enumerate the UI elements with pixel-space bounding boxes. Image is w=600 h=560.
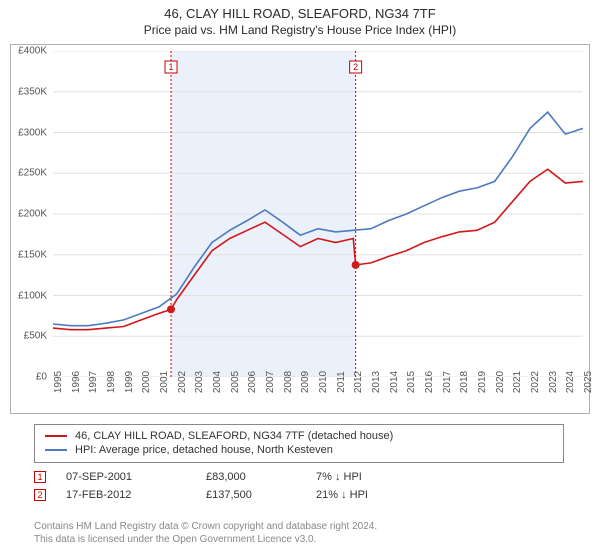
event-marker-icon: 2 — [34, 489, 46, 501]
x-tick-label: 2003 — [194, 371, 205, 393]
legend-item: HPI: Average price, detached house, Nort… — [45, 444, 553, 456]
footer-line: This data is licensed under the Open Gov… — [34, 534, 316, 545]
table-row: 1 07-SEP-2001 £83,000 7% ↓ HPI — [34, 468, 564, 486]
y-tick-label: £300K — [18, 127, 47, 138]
chart-svg: 12 — [53, 51, 583, 377]
title-block: 46, CLAY HILL ROAD, SLEAFORD, NG34 7TF P… — [0, 0, 600, 37]
x-tick-label: 2008 — [283, 371, 294, 393]
chart-container: 46, CLAY HILL ROAD, SLEAFORD, NG34 7TF P… — [0, 0, 600, 560]
x-tick-label: 2017 — [442, 371, 453, 393]
x-tick-label: 2005 — [230, 371, 241, 393]
y-tick-label: £150K — [18, 249, 47, 260]
table-row: 2 17-FEB-2012 £137,500 21% ↓ HPI — [34, 486, 564, 504]
legend: 46, CLAY HILL ROAD, SLEAFORD, NG34 7TF (… — [34, 424, 564, 463]
events-table: 1 07-SEP-2001 £83,000 7% ↓ HPI 2 17-FEB-… — [34, 468, 564, 504]
event-diff: 21% ↓ HPI — [316, 489, 426, 501]
x-tick-label: 2022 — [530, 371, 541, 393]
x-tick-label: 2007 — [265, 371, 276, 393]
x-tick-label: 2016 — [424, 371, 435, 393]
chart-frame: £0 £50K £100K £150K £200K £250K £300K £350K £400… — [10, 44, 590, 414]
x-tick-label: 2009 — [300, 371, 311, 393]
event-date: 17-FEB-2012 — [66, 489, 186, 501]
legend-swatch-line — [45, 449, 67, 451]
x-tick-label: 2019 — [477, 371, 488, 393]
x-tick-label: 2011 — [336, 371, 347, 393]
x-tick-label: 1999 — [124, 371, 135, 393]
x-tick-label: 2023 — [548, 371, 559, 393]
x-tick-label: 2002 — [177, 371, 188, 393]
x-tick-label: 2010 — [318, 371, 329, 393]
x-tick-label: 1998 — [106, 371, 117, 393]
x-tick-label: 2006 — [247, 371, 258, 393]
plot-area: 12 — [53, 51, 583, 377]
event-date: 07-SEP-2001 — [66, 471, 186, 483]
event-price: £83,000 — [206, 471, 296, 483]
x-tick-label: 2012 — [353, 371, 364, 393]
x-tick-label: 1997 — [88, 371, 99, 393]
y-tick-label: £400K — [18, 46, 47, 57]
event-marker-icon: 1 — [34, 471, 46, 483]
x-tick-label: 2004 — [212, 371, 223, 393]
x-tick-label: 1995 — [53, 371, 64, 393]
y-tick-label: £200K — [18, 209, 47, 220]
x-tick-label: 2000 — [141, 371, 152, 393]
x-tick-label: 2024 — [565, 371, 576, 393]
x-tick-label: 2021 — [512, 371, 523, 393]
legend-item: 46, CLAY HILL ROAD, SLEAFORD, NG34 7TF (… — [45, 430, 553, 442]
footer-line: Contains HM Land Registry data © Crown c… — [34, 521, 377, 532]
x-axis-labels: 1995199619971998199920002001200220032004… — [53, 379, 583, 413]
y-tick-label: £0 — [36, 372, 47, 383]
y-tick-label: £50K — [24, 331, 47, 342]
chart-subtitle: Price paid vs. HM Land Registry's House … — [0, 23, 600, 37]
legend-label: HPI: Average price, detached house, Nort… — [75, 444, 333, 456]
x-tick-label: 1996 — [71, 371, 82, 393]
x-tick-label: 2013 — [371, 371, 382, 393]
footer-attribution: Contains HM Land Registry data © Crown c… — [34, 520, 564, 546]
svg-text:1: 1 — [169, 62, 174, 72]
y-tick-label: £350K — [18, 86, 47, 97]
x-tick-label: 2020 — [495, 371, 506, 393]
chart-title: 46, CLAY HILL ROAD, SLEAFORD, NG34 7TF — [0, 6, 600, 21]
legend-swatch-line — [45, 435, 67, 437]
y-tick-label: £250K — [18, 168, 47, 179]
x-tick-label: 2014 — [389, 371, 400, 393]
x-tick-label: 2015 — [406, 371, 417, 393]
event-price: £137,500 — [206, 489, 296, 501]
event-diff: 7% ↓ HPI — [316, 471, 426, 483]
x-tick-label: 2001 — [159, 371, 170, 393]
y-tick-label: £100K — [18, 290, 47, 301]
x-tick-label: 2018 — [459, 371, 470, 393]
svg-text:2: 2 — [353, 62, 358, 72]
legend-label: 46, CLAY HILL ROAD, SLEAFORD, NG34 7TF (… — [75, 430, 393, 442]
y-axis-labels: £0£50K£100K£150K£200K£250K£300K£350K£400… — [11, 51, 51, 377]
x-tick-label: 2025 — [583, 371, 594, 393]
